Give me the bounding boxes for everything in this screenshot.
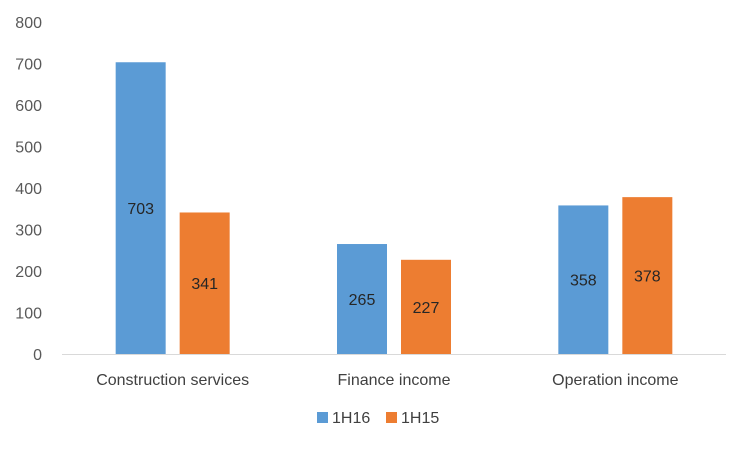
data-label: 703 (127, 201, 154, 218)
bar-1h15-0 (179, 212, 230, 354)
data-label: 378 (634, 269, 661, 286)
y-tick-label: 800 (15, 15, 42, 32)
x-tick-label: Construction services (96, 372, 249, 389)
data-label: 341 (191, 276, 218, 293)
y-tick-label: 300 (15, 223, 42, 240)
data-label: 227 (413, 300, 440, 317)
y-tick-label: 400 (15, 181, 42, 198)
legend-swatch (317, 412, 328, 423)
legend: 1H16 1H15 (317, 410, 439, 427)
y-tick-label: 700 (15, 57, 42, 74)
plot-area: 703 265 358 341 227 378 (115, 62, 673, 354)
y-axis: 0 100 200 300 400 500 600 700 800 (15, 15, 42, 364)
y-tick-label: 100 (15, 306, 42, 323)
bar-1h16-0 (115, 62, 166, 354)
y-tick-label: 0 (33, 347, 42, 364)
bar-1h16-1 (337, 244, 387, 354)
y-tick-label: 600 (15, 98, 42, 115)
x-axis: Construction services Finance income Opera… (96, 372, 678, 389)
legend-label: 1H16 (332, 410, 370, 427)
bar-1h15-2 (622, 197, 673, 354)
data-label: 265 (349, 292, 376, 309)
data-label: 358 (570, 273, 597, 290)
y-tick-label: 500 (15, 140, 42, 157)
legend-swatch (386, 412, 397, 423)
bar-1h16-2 (558, 205, 609, 354)
x-tick-label: Finance income (338, 372, 451, 389)
x-tick-label: Operation income (552, 372, 678, 389)
bar-1h15-1 (401, 259, 451, 354)
legend-label: 1H15 (401, 410, 439, 427)
y-tick-label: 200 (15, 264, 42, 281)
